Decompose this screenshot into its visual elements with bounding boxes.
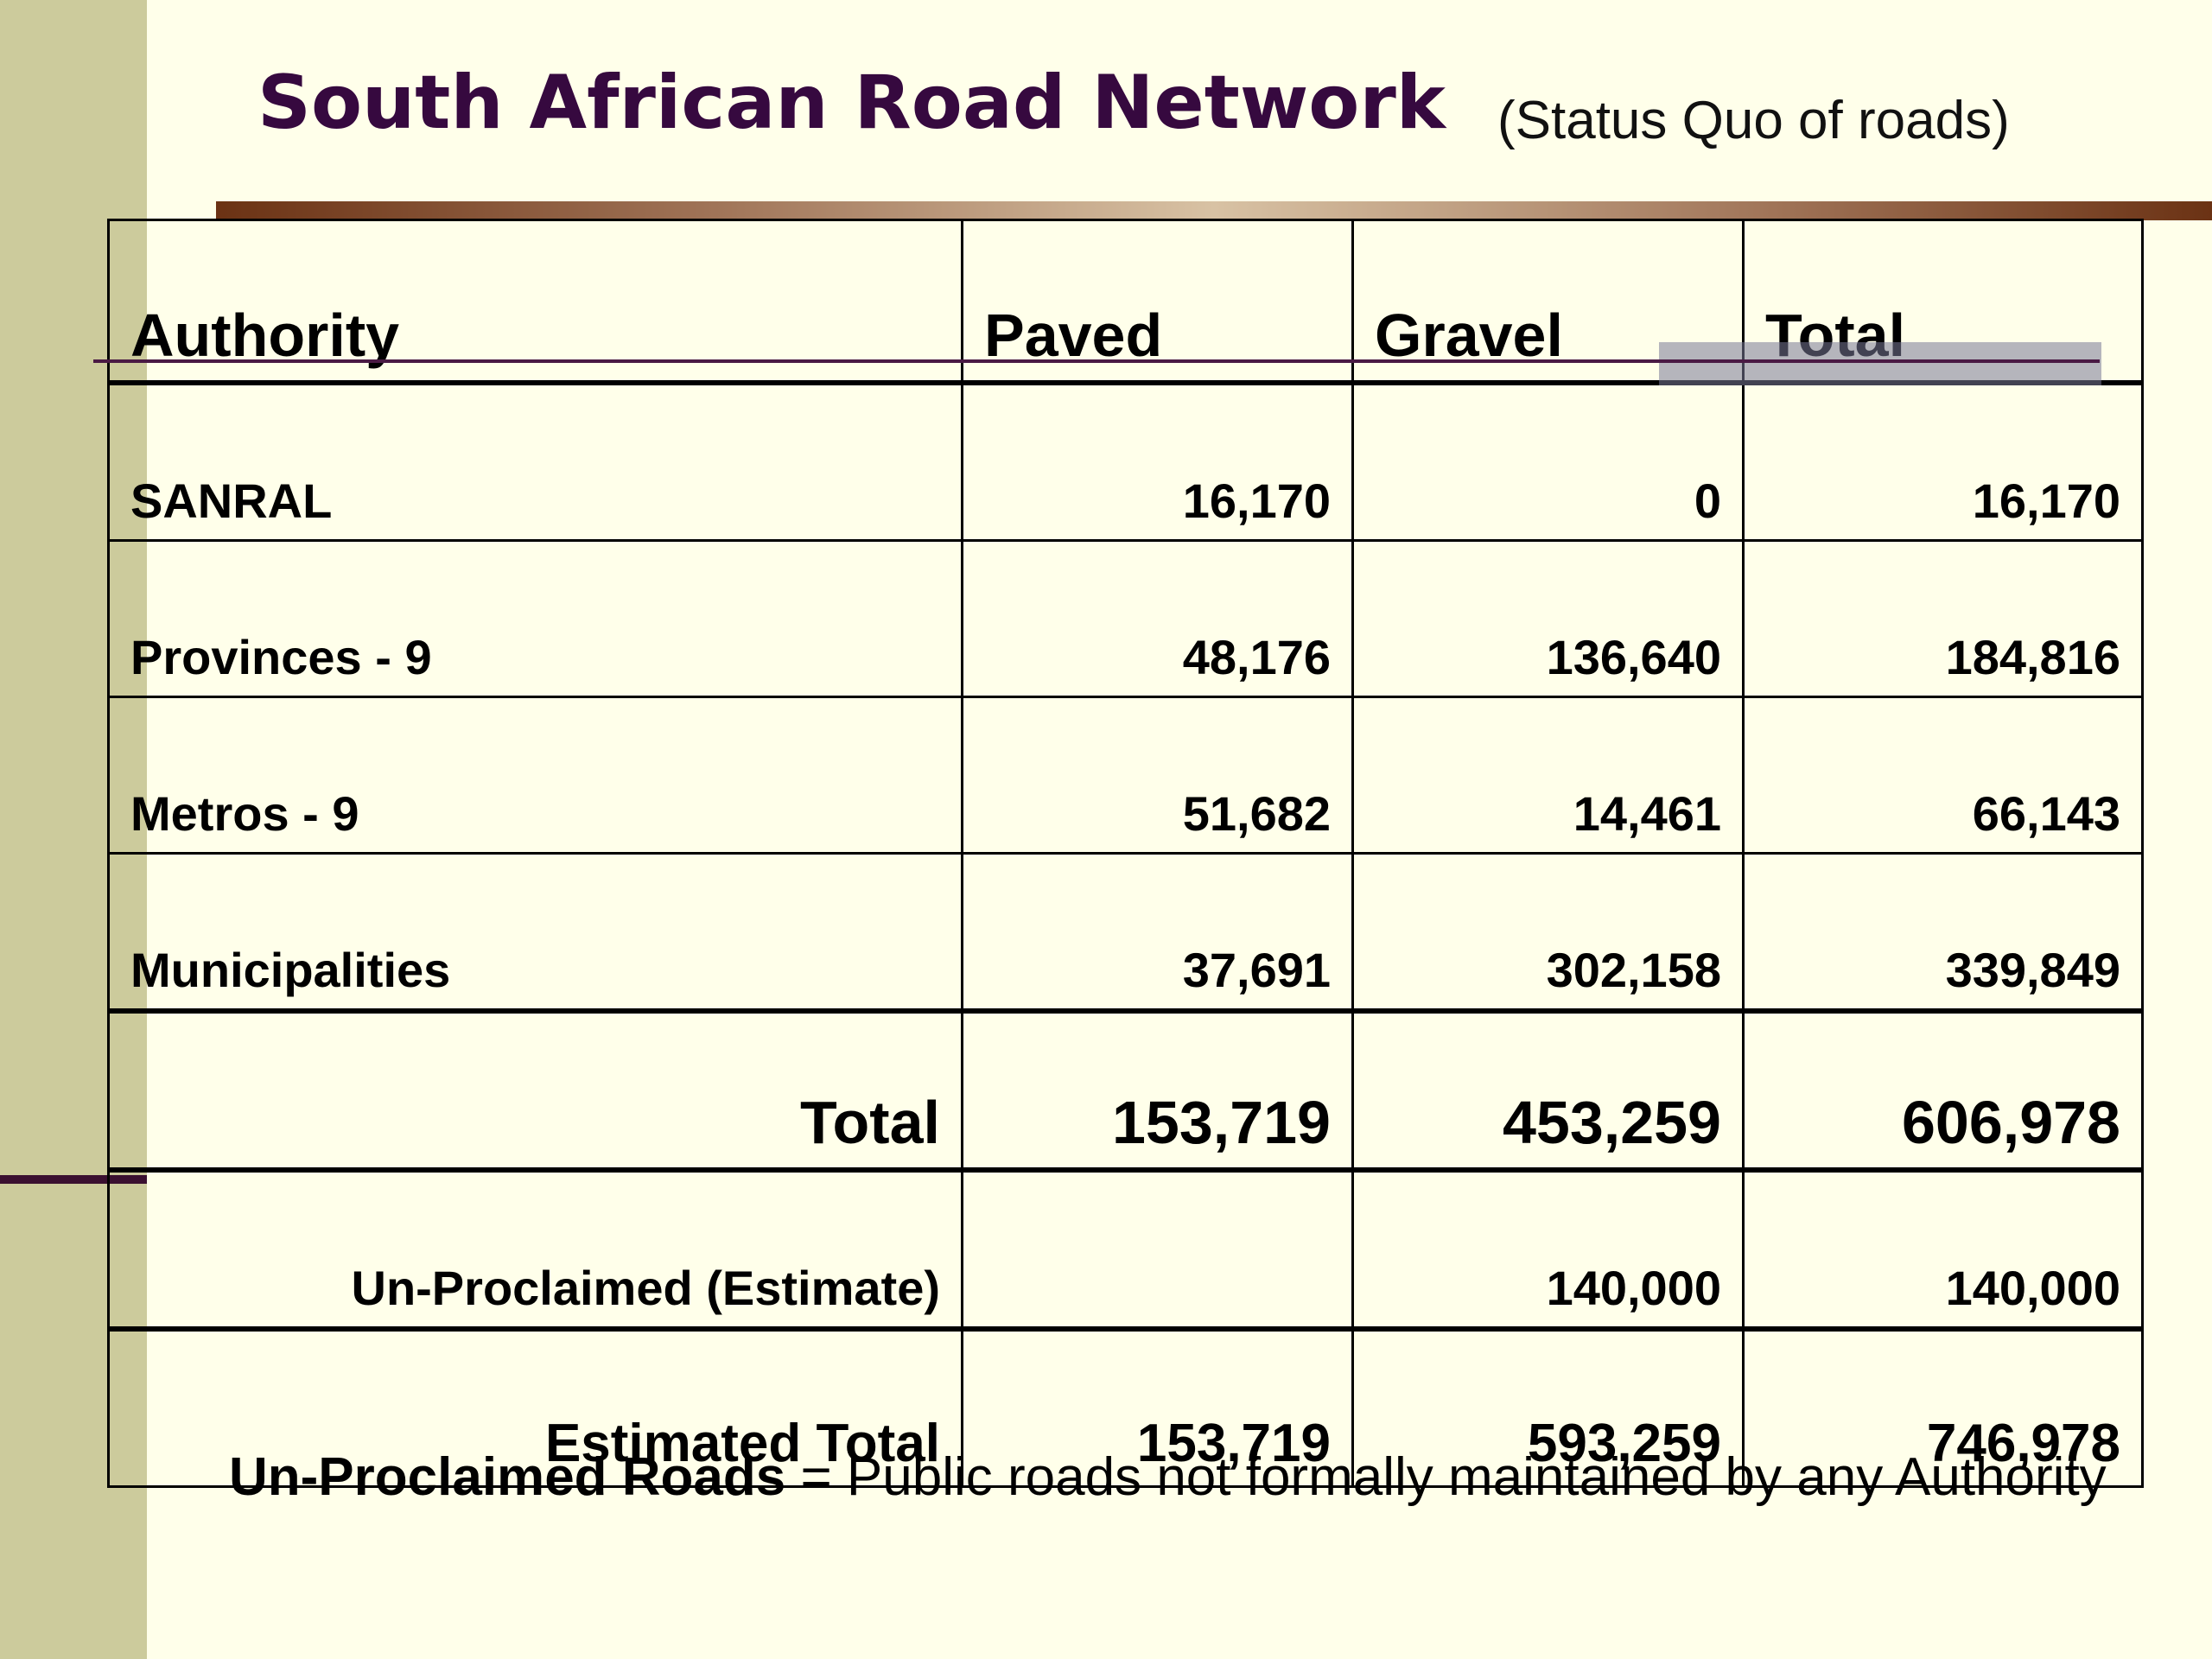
- road-network-table: Authority Paved Gravel Total SANRAL 16,1…: [107, 219, 2144, 1488]
- total-cell: 66,143: [1742, 696, 2144, 855]
- unproclaimed-total: 140,000: [1742, 1167, 2144, 1332]
- estimated-total-total: 746,978: [1742, 1327, 2144, 1488]
- total-total: 606,978: [1742, 1008, 2144, 1173]
- total-row: Total 153,719 453,259 606,978: [107, 1008, 2144, 1173]
- header-paved: Paved: [961, 219, 1354, 385]
- unproclaimed-paved: [961, 1167, 1354, 1332]
- gravel-cell: 136,640: [1351, 539, 1745, 698]
- header-underline: [93, 359, 2100, 363]
- paved-cell: 37,691: [961, 852, 1354, 1013]
- side-decoration-tick: [0, 1175, 147, 1184]
- estimated-total-row: Estimated Total 153,719 593,259 746,978: [107, 1327, 2144, 1488]
- gravel-cell: 302,158: [1351, 852, 1745, 1013]
- authority-cell: Municipalities: [107, 852, 963, 1013]
- total-gravel: 453,259: [1351, 1008, 1745, 1173]
- estimated-total-label: Estimated Total: [107, 1327, 963, 1488]
- total-label: Total: [107, 1008, 963, 1173]
- gravel-cell: 14,461: [1351, 696, 1745, 855]
- authority-cell: Metros - 9: [107, 696, 963, 855]
- total-cell: 339,849: [1742, 852, 2144, 1013]
- unproclaimed-row: Un-Proclaimed (Estimate) 140,000 140,000: [107, 1167, 2144, 1332]
- slide-title: South African Road Network: [257, 60, 1446, 146]
- table-row: Municipalities 37,691 302,158 339,849: [107, 852, 2144, 1013]
- header-gravel: Gravel: [1351, 219, 1745, 385]
- unproclaimed-gravel: 140,000: [1351, 1167, 1745, 1332]
- paved-cell: 16,170: [961, 381, 1354, 542]
- estimated-total-paved: 153,719: [961, 1327, 1354, 1488]
- authority-cell: Provinces - 9: [107, 539, 963, 698]
- table-header-row: Authority Paved Gravel Total: [107, 219, 2144, 385]
- estimated-total-gravel: 593,259: [1351, 1327, 1745, 1488]
- table-row: SANRAL 16,170 0 16,170: [107, 381, 2144, 542]
- total-paved: 153,719: [961, 1008, 1354, 1173]
- total-cell: 184,816: [1742, 539, 2144, 698]
- header-highlight: [1659, 342, 2101, 385]
- gravel-cell: 0: [1351, 381, 1745, 542]
- table-row: Metros - 9 51,682 14,461 66,143: [107, 696, 2144, 855]
- paved-cell: 48,176: [961, 539, 1354, 698]
- authority-cell: SANRAL: [107, 381, 963, 542]
- header-authority: Authority: [107, 219, 963, 385]
- total-cell: 16,170: [1742, 381, 2144, 542]
- table-row: Provinces - 9 48,176 136,640 184,816: [107, 539, 2144, 698]
- title-divider: [216, 201, 2212, 220]
- paved-cell: 51,682: [961, 696, 1354, 855]
- slide-subtitle: (Status Quo of roads): [1497, 91, 2010, 150]
- unproclaimed-label: Un-Proclaimed (Estimate): [107, 1167, 963, 1332]
